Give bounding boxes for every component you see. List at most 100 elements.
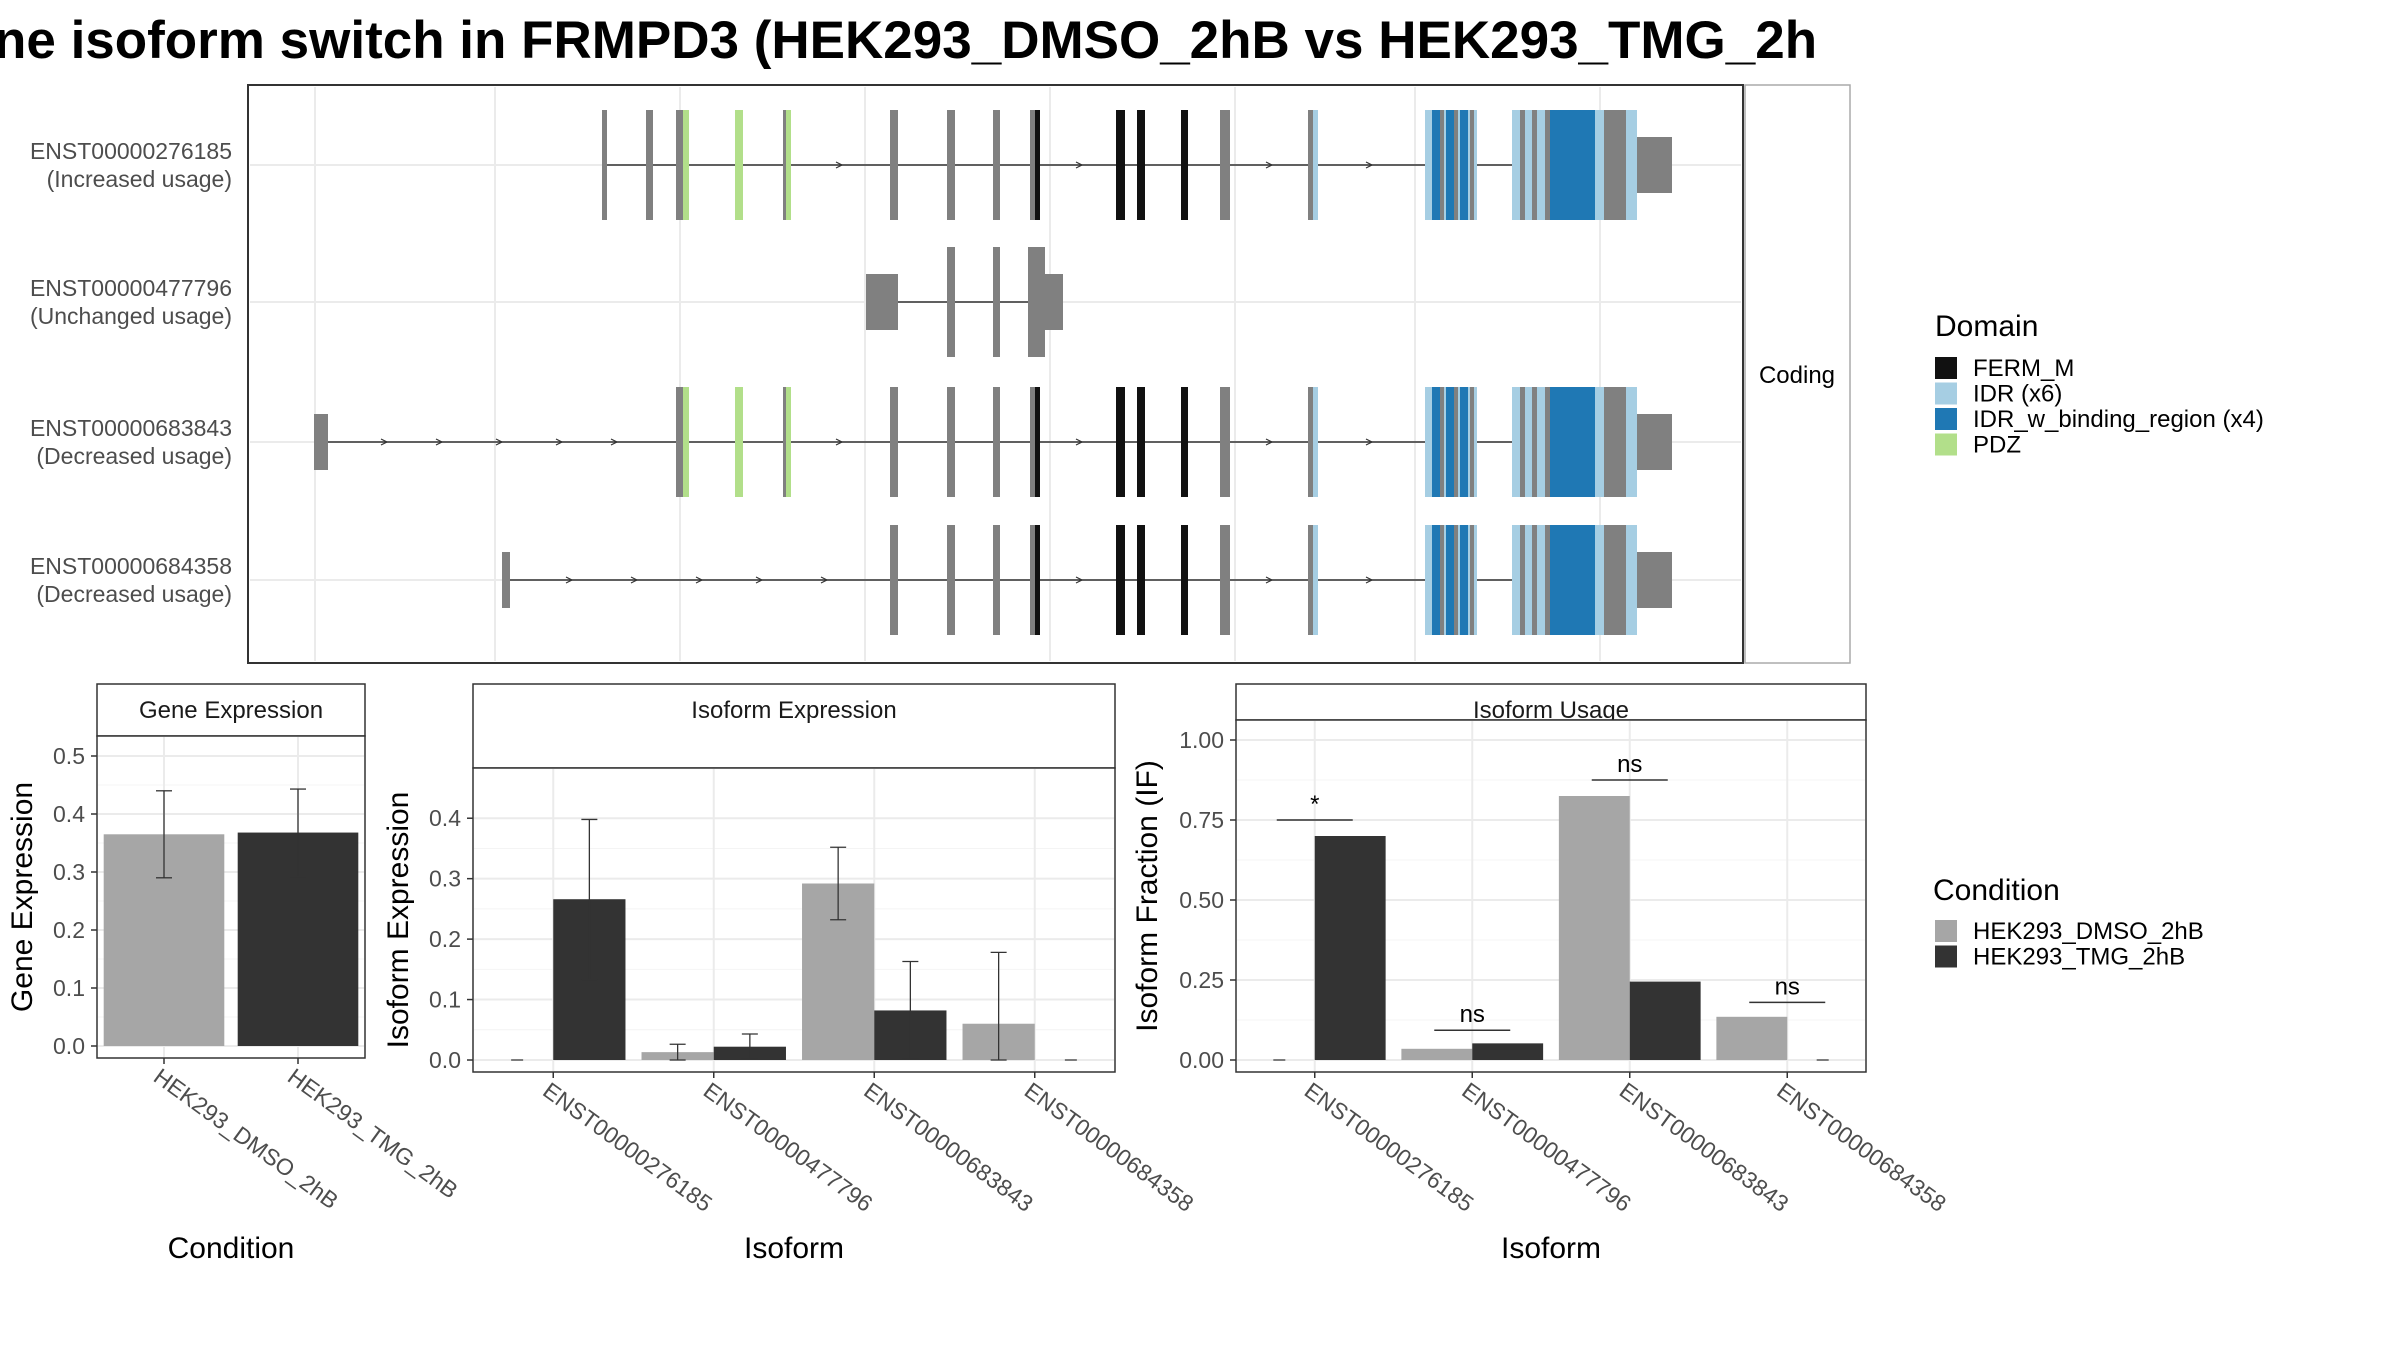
exon [1308,525,1313,635]
intron-arrow [610,438,619,446]
exon [1604,110,1626,220]
exon [1604,525,1626,635]
domain-legend-key [1935,382,1957,405]
exon [890,387,898,497]
condition-legend-title: Condition [1933,874,2060,907]
domain-ferm-m [1035,387,1040,497]
exon [1520,387,1525,497]
transcript-track-4 [502,525,1672,635]
intron-arrow [1265,438,1274,446]
intron-arrow [380,438,389,446]
x-tick-label: ENST00000276185 [1300,1077,1479,1217]
exon [1604,387,1626,497]
exon [676,110,684,220]
x-tick-label: ENST00000276185 [538,1077,717,1217]
exon [1030,110,1035,220]
exon [1545,525,1550,635]
exon [1520,110,1525,220]
domain-ferm-m [1035,110,1040,220]
intron-arrow [695,576,704,584]
exon [1440,110,1444,220]
intron-arrow [755,576,764,584]
bar [1314,836,1386,1060]
domain-idr-binding [1550,387,1595,497]
x-tick-label: ENST00000684358 [1772,1077,1951,1217]
structure-facet-label: Coding [1759,362,1835,389]
exon [1308,387,1313,497]
domain-pdz [735,110,743,220]
panel-strip-label: Gene Expression [139,697,323,724]
y-tick-label: 0.3 [53,859,85,885]
domain-idr-binding [1446,110,1454,220]
domain-ferm-m [1116,387,1125,497]
domain-ferm-m [1137,387,1145,497]
y-axis-title: Isoform Expression [382,792,415,1049]
domain-legend-label: IDR_w_binding_region (x4) [1973,406,2264,433]
intron-arrow [835,161,844,169]
transcript-usage-label: (Unchanged usage) [30,303,232,329]
y-axis-title: Isoform Fraction (IF) [1131,760,1164,1032]
y-tick-label: 1.00 [1179,727,1224,753]
bar [1401,1048,1473,1060]
exon [1532,387,1537,497]
exon [1545,387,1550,497]
domain-idr-binding [1446,525,1454,635]
utr-exon [1045,274,1063,330]
y-tick-label: 0.00 [1179,1047,1224,1073]
significance-label: ns [1617,751,1642,778]
domain-idr [1626,387,1634,497]
transcript-id-label: ENST00000276185 [30,138,232,164]
intron-arrow [820,576,829,584]
domain-idr [1626,110,1634,220]
y-tick-label: 0.50 [1179,887,1224,913]
panel-strip [96,683,366,737]
intron-arrow [1365,438,1374,446]
figure-title: ne isoform switch in FRMPD3 (HEK293_DMSO… [0,11,1817,70]
x-tick-label: ENST00000684358 [1020,1077,1199,1217]
domain-idr-binding [1446,387,1454,497]
domain-legend-key [1935,357,1957,379]
exon [602,110,607,220]
condition-legend-key [1935,920,1957,942]
bar [1716,1016,1788,1060]
transcript-track-2 [866,247,1063,357]
intron-arrow [1365,576,1374,584]
exon [947,110,955,220]
y-tick-label: 0.2 [429,926,461,952]
transcript-id-label: ENST00000477796 [30,275,232,301]
domain-idr-binding [1550,110,1595,220]
y-axis-title: Gene Expression [6,782,39,1012]
exon [947,525,955,635]
intron-arrow [495,438,504,446]
exon [1030,525,1035,635]
x-axis-title: Isoform [744,1232,844,1265]
exon [890,110,898,220]
exon [1454,387,1458,497]
panel-strip [1235,683,1867,721]
domain-idr [1313,525,1318,635]
significance-label: * [1310,791,1319,818]
exon [1454,525,1458,635]
utr-exon [1637,414,1672,470]
transcript-track-3 [314,387,1672,497]
y-tick-label: 0.3 [429,866,461,892]
x-tick-label: ENST00000683843 [1615,1077,1794,1217]
domain-legend-label: PDZ [1973,432,2021,459]
exon [1030,387,1035,497]
exon [1470,387,1474,497]
condition-legend-label: HEK293_TMG_2hB [1973,944,2185,971]
domain-pdz [786,387,791,497]
y-tick-label: 0.2 [53,917,85,943]
exon [993,387,1000,497]
exon [890,525,898,635]
utr-exon [1637,552,1672,608]
intron-arrow [835,438,844,446]
exon [947,387,955,497]
domain-legend-label: IDR (x6) [1973,381,2062,408]
domain-pdz [683,110,689,220]
intron-arrow [1075,576,1084,584]
panel-strip [472,683,1116,769]
exon [1028,247,1045,357]
